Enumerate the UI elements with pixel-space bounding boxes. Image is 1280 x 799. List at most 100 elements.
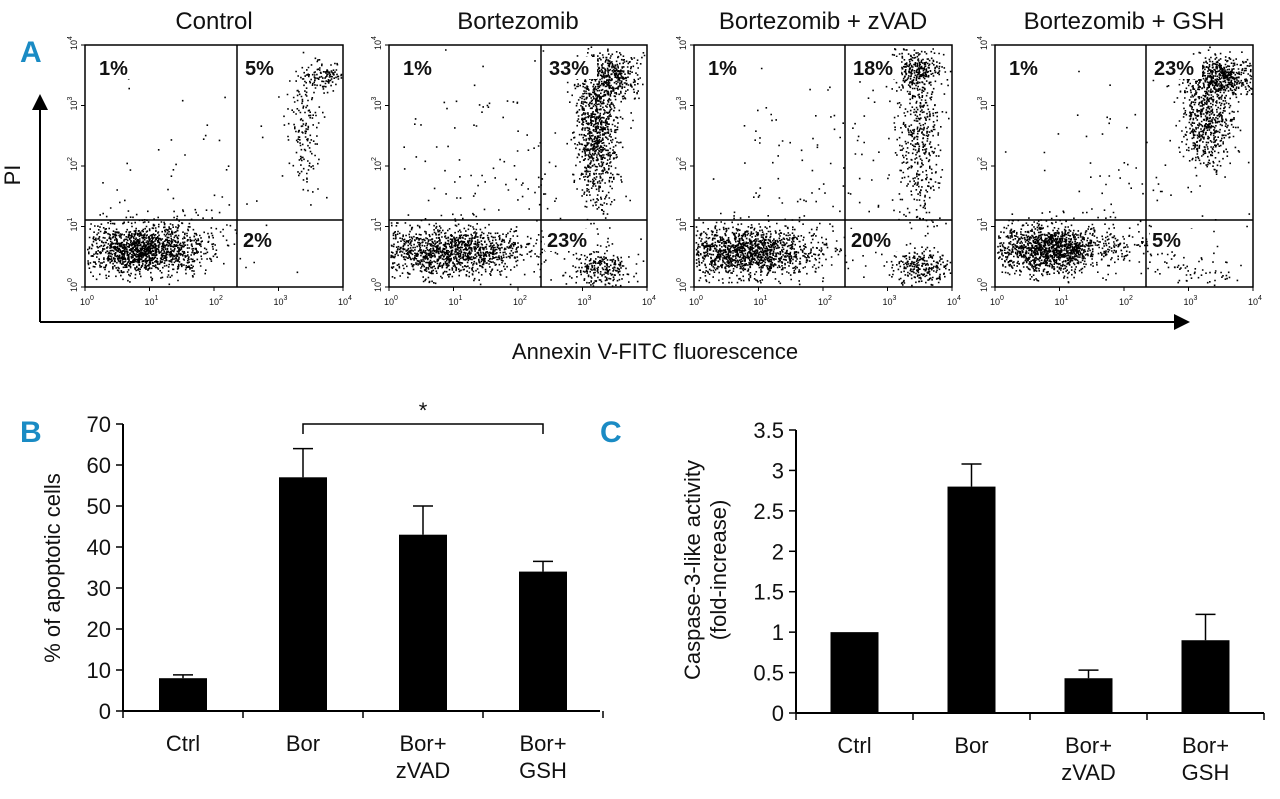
y-tick-label: 1 — [772, 620, 784, 645]
tick-base: 10 — [69, 40, 79, 50]
tick-exp: 2 — [676, 157, 683, 161]
tick-base: 10 — [678, 282, 688, 292]
category-label: Bor+ — [1182, 733, 1229, 758]
y-axis-label: Caspase-3-like activity — [680, 460, 705, 680]
tick-exp: 4 — [676, 36, 683, 40]
x-tick-label: 100 — [80, 295, 94, 307]
y-tick-label: 70 — [87, 412, 111, 437]
category-label: Bor — [954, 733, 988, 758]
quadrant-percent: 5% — [245, 58, 274, 80]
y-tick-label: 103 — [676, 96, 688, 110]
y-tick-label: 103 — [977, 96, 989, 110]
flow-plot-title: Control — [175, 8, 252, 35]
quadrant-percent: 23% — [1154, 58, 1194, 80]
tick-base: 10 — [373, 100, 383, 110]
flow-plot-title: Bortezomib — [457, 8, 578, 35]
tick-base: 10 — [69, 282, 79, 292]
bar — [399, 534, 447, 711]
y-tick-label: 20 — [87, 617, 111, 642]
y-tick-label: 104 — [371, 36, 383, 50]
tick-base: 10 — [979, 161, 989, 171]
tick-base: 10 — [990, 297, 1000, 307]
quadrant-label-bg — [706, 57, 746, 79]
tick-exp: 2 — [67, 157, 74, 161]
quadrant-percent: 23% — [547, 230, 587, 252]
tick-base: 10 — [818, 297, 828, 307]
tick-exp: 0 — [90, 295, 94, 302]
tick-exp: 2 — [219, 295, 223, 302]
tick-base: 10 — [678, 100, 688, 110]
tick-exp: 3 — [67, 96, 74, 100]
flow-dots — [87, 51, 343, 286]
tick-exp: 2 — [828, 295, 832, 302]
significance-marker: * — [419, 398, 428, 423]
y-tick-label: 100 — [977, 278, 989, 292]
tick-base: 10 — [883, 297, 893, 307]
x-tick-label: 104 — [947, 295, 961, 307]
tick-exp: 0 — [371, 278, 378, 282]
quadrant-label-bg — [401, 57, 441, 79]
quadrant-label-bg — [545, 229, 595, 251]
x-tick-label: 104 — [642, 295, 656, 307]
quadrant-percent: 2% — [243, 230, 272, 252]
flow-x-label: Annexin V-FITC fluorescence — [512, 339, 798, 364]
tick-base: 10 — [678, 40, 688, 50]
category-label: zVAD — [396, 758, 451, 783]
x-tick-label: 104 — [338, 295, 352, 307]
panel-letter-a: A — [20, 36, 42, 69]
tick-base: 10 — [373, 282, 383, 292]
flow-shared-axes: PI Annexin V-FITC fluorescence — [0, 94, 1190, 364]
category-label: Ctrl — [166, 731, 200, 756]
y-tick-label: 2.5 — [753, 499, 784, 524]
tick-base: 10 — [373, 40, 383, 50]
flow-dots — [695, 48, 952, 287]
tick-base: 10 — [1248, 297, 1258, 307]
x-tick-label: 101 — [754, 295, 768, 307]
y-tick-label: 30 — [87, 576, 111, 601]
category-label: zVAD — [1061, 760, 1116, 785]
flow-plot-title: Bortezomib + zVAD — [719, 8, 927, 35]
tick-base: 10 — [373, 161, 383, 171]
x-tick-label: 100 — [990, 295, 1004, 307]
quadrant-percent: 1% — [708, 58, 737, 80]
tick-base: 10 — [979, 100, 989, 110]
y-tick-label: 0 — [772, 701, 784, 726]
tick-exp: 3 — [1194, 295, 1198, 302]
y-tick-label: 102 — [67, 157, 79, 171]
tick-exp: 4 — [348, 295, 352, 302]
x-tick-label: 101 — [1055, 295, 1069, 307]
tick-base: 10 — [979, 221, 989, 231]
x-tick-label: 104 — [1248, 295, 1262, 307]
tick-base: 10 — [678, 221, 688, 231]
quadrant-label-bg — [1152, 57, 1202, 79]
bar — [159, 678, 207, 711]
x-tick-label: 102 — [209, 295, 223, 307]
panel-letter-c: C — [600, 416, 622, 449]
tick-base: 10 — [69, 100, 79, 110]
y-tick-label: 100 — [371, 278, 383, 292]
tick-exp: 3 — [371, 96, 378, 100]
y-tick-label: 10 — [87, 658, 111, 683]
x-tick-label: 101 — [145, 295, 159, 307]
quadrant-percent: 20% — [851, 230, 891, 252]
quadrant-percent: 1% — [99, 58, 128, 80]
tick-exp: 3 — [893, 295, 897, 302]
y-tick-label: 101 — [676, 217, 688, 231]
quadrant-label-bg — [97, 57, 137, 79]
y-tick-label: 104 — [977, 36, 989, 50]
y-tick-label: 104 — [676, 36, 688, 50]
x-tick-label: 103 — [274, 295, 288, 307]
tick-base: 10 — [209, 297, 219, 307]
tick-exp: 4 — [371, 36, 378, 40]
quadrant-percent: 33% — [549, 58, 589, 80]
tick-base: 10 — [80, 297, 90, 307]
tick-exp: 3 — [588, 295, 592, 302]
y-tick-label: 103 — [67, 96, 79, 110]
x-tick-label: 101 — [449, 295, 463, 307]
y-tick-label: 0.5 — [753, 661, 784, 686]
x-tick-label: 103 — [883, 295, 897, 307]
quadrant-percent: 1% — [403, 58, 432, 80]
category-label: Bor — [286, 731, 320, 756]
